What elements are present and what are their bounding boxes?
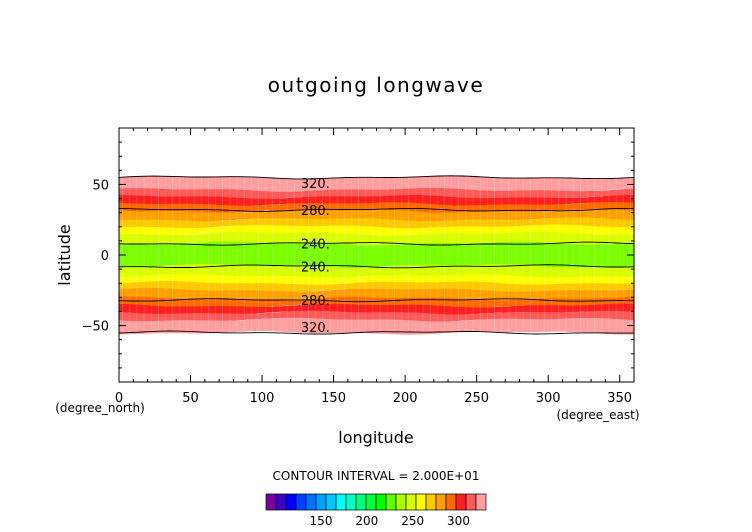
y-tick-label: −50: [82, 320, 109, 335]
colorbar-swatch: [335, 493, 347, 511]
longitude-streaks: [122, 177, 631, 333]
x-ticks: 0 50 100 150 200 250 300 350: [115, 128, 635, 406]
x-axis-label: longitude: [338, 428, 413, 447]
colorbar-swatch: [385, 493, 397, 511]
contour-line: [118, 207, 634, 212]
x-tick-label: 150: [321, 391, 346, 406]
contour-label: 280.: [301, 294, 330, 309]
x-tick-label: 250: [464, 391, 489, 406]
colorbar-swatch: [435, 493, 447, 511]
shaded-bands: [118, 175, 635, 335]
colorbar-swatch: [375, 493, 387, 511]
contour-label: 320.: [301, 177, 330, 192]
colorbar-swatch: [365, 493, 377, 511]
colorbar-swatch: [355, 493, 367, 511]
x-tick-label: 300: [536, 391, 561, 406]
x-unit-label: (degree_east): [556, 408, 639, 422]
colorbar-swatch: [405, 493, 417, 511]
x-tick-label: 100: [250, 391, 275, 406]
colorbar-swatch: [465, 493, 477, 511]
contour-label: 280.: [301, 204, 330, 219]
contour-label: 240.: [301, 238, 330, 253]
contour-label: 320.: [301, 321, 330, 336]
x-tick-label: 200: [393, 391, 418, 406]
colorbar-tick-label: 150: [310, 514, 333, 528]
x-tick-label: 0: [115, 391, 123, 406]
contour-line: [118, 330, 635, 335]
colorbar-swatch: [345, 493, 357, 511]
colorbar-swatch: [395, 493, 407, 511]
contour-line: [118, 264, 635, 269]
colorbar-swatch: [445, 493, 457, 511]
contour-interval-text: CONTOUR INTERVAL = 2.000E+01: [273, 469, 480, 483]
colorbar-swatch: [265, 493, 277, 511]
colorbar-swatch: [415, 493, 427, 511]
y-ticks: −50 0 50: [82, 127, 634, 383]
contour-lines: [118, 175, 635, 335]
contour-line: [118, 298, 634, 303]
y-tick-label: 0: [101, 249, 109, 264]
colorbar-swatch: [425, 493, 437, 511]
y-tick-label: 50: [92, 178, 109, 193]
y-unit-label: (degree_north): [55, 401, 145, 415]
contour-labels: 320. 280. 240. 240. 280. 320.: [301, 177, 330, 336]
colorbar-swatch: [305, 493, 317, 511]
colorbar-labels: 150 200 250 300: [310, 514, 470, 528]
colorbar-swatch: [455, 493, 467, 511]
colorbar-tick-label: 300: [447, 514, 470, 528]
x-tick-label: 50: [182, 391, 199, 406]
colorbar-swatch: [285, 493, 297, 511]
contour-line: [118, 241, 635, 246]
contour-label: 240.: [301, 260, 330, 275]
chart-title: outgoing longwave: [268, 73, 484, 97]
colorbar-swatch: [275, 493, 287, 511]
colorbar-tick-label: 250: [401, 514, 424, 528]
colorbar-swatch: [295, 493, 307, 511]
colorbar: [265, 493, 487, 511]
colorbar-swatch: [325, 493, 337, 511]
colorbar-swatch: [315, 493, 327, 511]
plot-area: 320. 280. 240. 240. 280. 320. 0 50 100 150 200 250…: [82, 127, 635, 406]
colorbar-tick-label: 200: [355, 514, 378, 528]
y-axis-label: latitude: [55, 224, 74, 285]
x-tick-label: 350: [607, 391, 632, 406]
contour-line: [118, 175, 635, 180]
colorbar-swatch: [475, 493, 487, 511]
